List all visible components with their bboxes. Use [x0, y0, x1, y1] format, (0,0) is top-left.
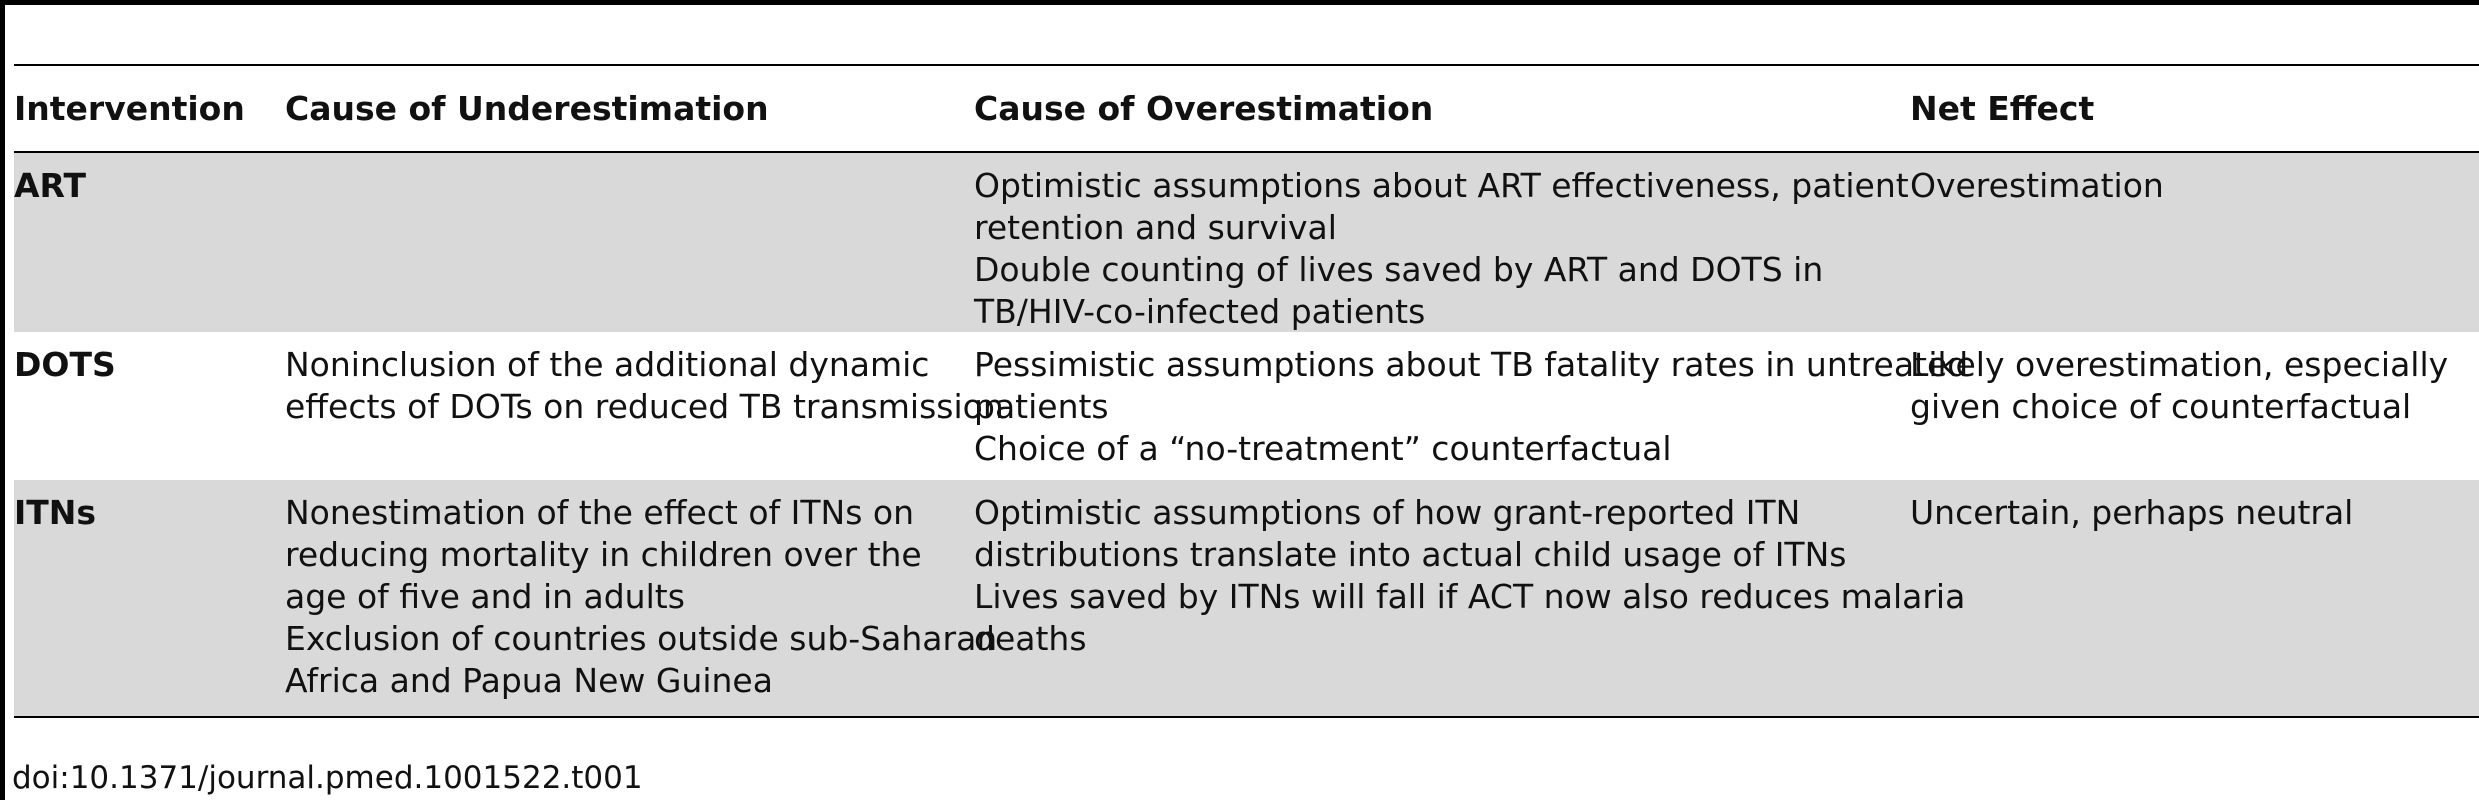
net-effect-cell: Likely overestimation, especially given … — [1910, 344, 2479, 428]
header-cell-underestimation: Cause of Underestimation — [285, 88, 769, 128]
cell-line: distributions translate into actual chil… — [974, 535, 1847, 574]
intervention-cell: DOTS — [14, 345, 116, 384]
header-cell-intervention: Intervention — [14, 88, 245, 128]
cell-line: Nonestimation of the effect of ITNs on — [285, 493, 914, 532]
doi-caption: doi:10.1371/journal.pmed.1001522.t001 — [12, 760, 643, 796]
underestimation-cell: Nonestimation of the effect of ITNs on r… — [285, 492, 998, 702]
cell-line: Pessimistic assumptions about TB fatalit… — [974, 345, 1969, 384]
header-bottom-rule — [14, 151, 2479, 153]
header-cell-overestimation: Cause of Overestimation — [974, 88, 1434, 128]
cell-line: patients — [974, 387, 1109, 426]
net-effect-cell: Uncertain, perhaps neutral — [1910, 492, 2479, 534]
underestimation-cell: Noninclusion of the additional dynamic e… — [285, 344, 1004, 428]
cell-line: retention and survival — [974, 208, 1337, 247]
overestimation-cell: Optimistic assumptions of how grant-repo… — [974, 492, 1966, 660]
cell-line: reducing mortality in children over the — [285, 535, 922, 574]
cell-line: age of five and in adults — [285, 577, 685, 616]
cell-line: effects of DOTs on reduced TB transmissi… — [285, 387, 1004, 426]
cell-line: Double counting of lives saved by ART an… — [974, 250, 1824, 289]
cell-line: deaths — [974, 619, 1087, 658]
cell-line: Uncertain, perhaps neutral — [1910, 493, 2354, 532]
cell-line: Likely overestimation, especially — [1910, 345, 2449, 384]
left-border — [0, 0, 5, 800]
header-top-rule — [14, 64, 2479, 66]
header-cell-net-effect: Net Effect — [1910, 88, 2095, 128]
table-row: ART Optimistic assumptions about ART eff… — [14, 153, 2479, 332]
table-bottom-rule — [14, 716, 2479, 718]
overestimation-cell: Optimistic assumptions about ART effecti… — [974, 165, 1910, 333]
table-row: DOTS Noninclusion of the additional dyna… — [14, 332, 2479, 480]
overestimation-cell: Pessimistic assumptions about TB fatalit… — [974, 344, 1969, 470]
cell-line: Exclusion of countries outside sub-Sahar… — [285, 619, 998, 658]
cell-line: Noninclusion of the additional dynamic — [285, 345, 930, 384]
cell-line: Optimistic assumptions about ART effecti… — [974, 166, 1909, 205]
cell-line: Choice of a “no-treatment” counterfactua… — [974, 429, 1672, 468]
table-row: ITNs Nonestimation of the effect of ITNs… — [14, 480, 2479, 716]
top-rule — [0, 0, 2479, 5]
cell-line: Overestimation — [1910, 166, 2164, 205]
cell-line: given choice of counterfactual — [1910, 387, 2412, 426]
cell-line: Africa and Papua New Guinea — [285, 661, 773, 700]
net-effect-cell: Overestimation — [1910, 165, 2479, 207]
cell-line: Lives saved by ITNs will fall if ACT now… — [974, 577, 1966, 616]
intervention-cell: ITNs — [14, 493, 97, 532]
table-header-row: Intervention Cause of Underestimation Ca… — [14, 66, 2479, 151]
cell-line: Optimistic assumptions of how grant-repo… — [974, 493, 1801, 532]
cell-line: TB/HIV-co-infected patients — [974, 292, 1426, 331]
intervention-cell: ART — [14, 166, 86, 205]
data-table: Intervention Cause of Underestimation Ca… — [14, 64, 2479, 718]
